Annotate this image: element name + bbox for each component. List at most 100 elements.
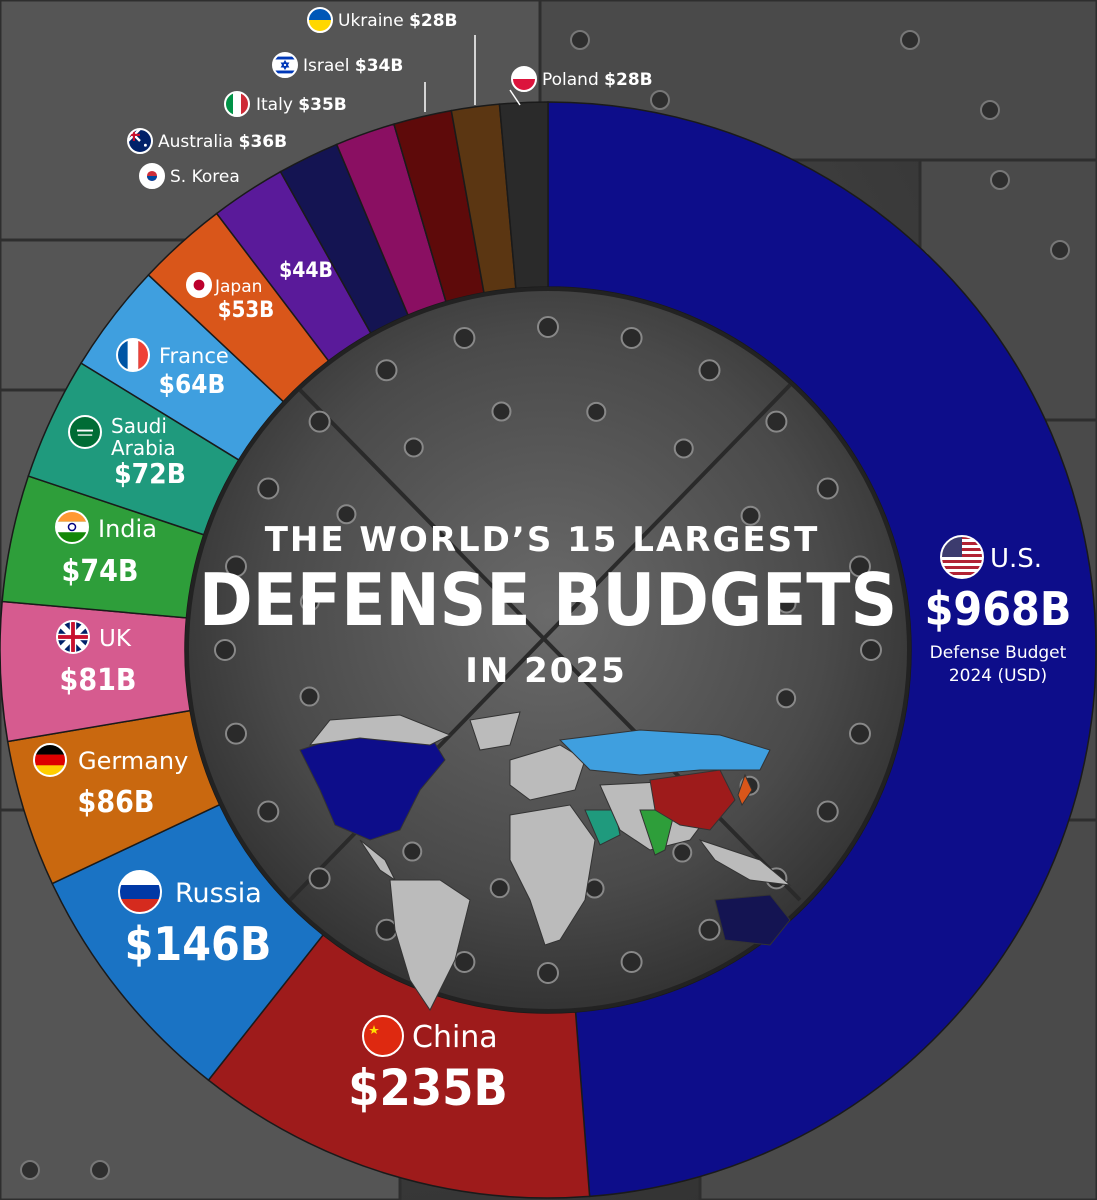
rivet [570, 30, 590, 50]
map-south-america [389, 879, 471, 1011]
rivet [990, 170, 1010, 190]
rivet [673, 438, 694, 459]
rivet [257, 477, 280, 500]
label-france: France$64B [116, 338, 229, 400]
label-india: India $74B [55, 510, 157, 589]
saudi-flag-icon [68, 415, 102, 449]
title-line-1: THE WORLD’S 15 LARGEST [265, 520, 820, 560]
map-canada [308, 714, 452, 746]
poland-flag-icon [511, 66, 537, 92]
world-map [299, 711, 792, 1011]
label-israel-value: $34B [355, 56, 403, 76]
label-china-name: China [412, 1020, 498, 1055]
map-middle-east [584, 809, 621, 846]
australia-flag-icon [127, 128, 153, 154]
label-u-s-value: $968B [925, 582, 1072, 636]
label-uk-value: $81B [60, 663, 137, 698]
label-germany-value: $86B [78, 785, 155, 820]
israel-flag-icon [272, 52, 298, 78]
map-europe [509, 744, 586, 801]
rivet [402, 841, 423, 862]
label-poland-text: Poland $28B [542, 70, 653, 90]
label-saudi-arabia-value: $72B [114, 457, 186, 490]
label-australia: Australia $36B [127, 128, 287, 154]
italy-flag-icon [224, 91, 250, 117]
label-poland-name: Poland [542, 70, 604, 90]
label-uk-name: UK [99, 626, 132, 652]
us-note-line-1: Defense Budget [930, 643, 1067, 663]
label-uk: UK $81B [56, 620, 137, 698]
rivet [403, 437, 424, 458]
donut-slices [0, 101, 1097, 1199]
rivet [650, 90, 670, 110]
label-u-s-name: U.S. [990, 544, 1042, 574]
title-line-2: DEFENSE BUDGETS [199, 558, 897, 642]
rivet [308, 410, 331, 433]
label-india-name: India [98, 515, 157, 543]
label-australia-name: Australia [158, 132, 239, 152]
rivet [20, 1160, 40, 1180]
label-ukraine: Ukraine $28B [307, 7, 458, 33]
rivet [375, 359, 398, 382]
rivet [537, 962, 559, 984]
label-india-value: $74B [62, 554, 139, 589]
label-s-korea-value: $44B [279, 258, 333, 282]
label-italy-text: Italy $35B [256, 95, 347, 115]
uk-flag-icon [56, 620, 90, 654]
label-poland: Poland $28B [511, 66, 653, 92]
rivet [214, 639, 236, 661]
label-russia-value: $146B [125, 917, 272, 971]
rivet [225, 555, 248, 578]
label-poland-value: $28B [604, 70, 652, 90]
russia-flag-icon [118, 870, 162, 914]
rivet [980, 100, 1000, 120]
rivet [816, 477, 839, 500]
rivet [336, 504, 357, 525]
rivet [491, 401, 512, 422]
label-israel-text: Israel $34B [303, 56, 403, 76]
rivet [860, 639, 882, 661]
rivet [257, 800, 280, 823]
rivet [848, 722, 871, 745]
rivet [299, 686, 320, 707]
label-israel: Israel $34B [272, 52, 403, 78]
us-note-line-2: 2024 (USD) [949, 666, 1047, 686]
label-australia-text: Australia $36B [158, 132, 287, 152]
label-u-s: U.S. $968B [925, 535, 1072, 636]
rivet [698, 918, 721, 941]
india-flag-icon [55, 510, 89, 544]
ukraine-flag-icon [307, 7, 333, 33]
rivet [672, 842, 693, 863]
rivet [776, 593, 797, 614]
rivet [537, 316, 559, 338]
rivet [586, 401, 607, 422]
rivet [776, 688, 797, 709]
rivet [299, 591, 320, 612]
label-france-name: France [159, 344, 229, 368]
map-greenland [469, 711, 521, 751]
label-australia-value: $36B [239, 132, 287, 152]
rivet [453, 327, 476, 350]
label-italy: Italy $35B [224, 91, 347, 117]
map-russia [558, 729, 771, 776]
slice-labels: U.S. $968B China $235B Russia $146B Germany $86… [33, 7, 1072, 1117]
label-ukraine-value: $28B [409, 11, 457, 31]
map-china [649, 769, 736, 831]
us-flag-icon [940, 535, 984, 579]
rivet [489, 878, 510, 899]
label-s-korea: S. Korea $44B [139, 163, 333, 282]
rivet [740, 505, 761, 526]
label-saudi-arabia-name: Saudi [111, 414, 167, 438]
rivet [453, 950, 476, 973]
label-japan-value: $53B [218, 298, 274, 323]
korea-flag-icon [139, 163, 165, 189]
rivet [225, 722, 248, 745]
france-flag-icon [116, 338, 150, 372]
label-germany-name: Germany [78, 747, 188, 775]
label-japan: Japan$53B [186, 272, 274, 323]
rivet [698, 359, 721, 382]
label-saudi-arabia-name: Arabia [111, 436, 176, 460]
